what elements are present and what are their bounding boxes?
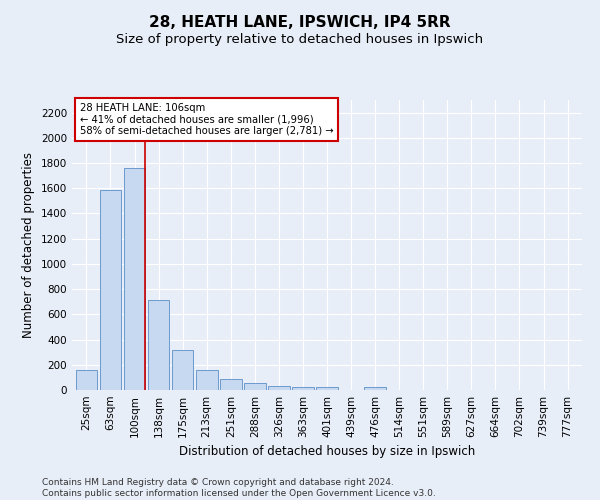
Bar: [196, 370, 218, 390]
Text: Contains HM Land Registry data © Crown copyright and database right 2024.
Contai: Contains HM Land Registry data © Crown c…: [42, 478, 436, 498]
Bar: [268, 386, 290, 390]
Bar: [364, 388, 386, 390]
Bar: [76, 370, 97, 390]
Text: 28, HEATH LANE, IPSWICH, IP4 5RR: 28, HEATH LANE, IPSWICH, IP4 5RR: [149, 15, 451, 30]
Bar: [172, 350, 193, 390]
Bar: [148, 300, 169, 390]
Bar: [220, 378, 242, 390]
Bar: [100, 190, 121, 390]
X-axis label: Distribution of detached houses by size in Ipswich: Distribution of detached houses by size …: [179, 446, 475, 458]
Bar: [292, 387, 314, 390]
Bar: [244, 383, 266, 390]
Bar: [316, 388, 338, 390]
Y-axis label: Number of detached properties: Number of detached properties: [22, 152, 35, 338]
Bar: [124, 168, 145, 390]
Text: Size of property relative to detached houses in Ipswich: Size of property relative to detached ho…: [116, 32, 484, 46]
Text: 28 HEATH LANE: 106sqm
← 41% of detached houses are smaller (1,996)
58% of semi-d: 28 HEATH LANE: 106sqm ← 41% of detached …: [80, 103, 333, 136]
